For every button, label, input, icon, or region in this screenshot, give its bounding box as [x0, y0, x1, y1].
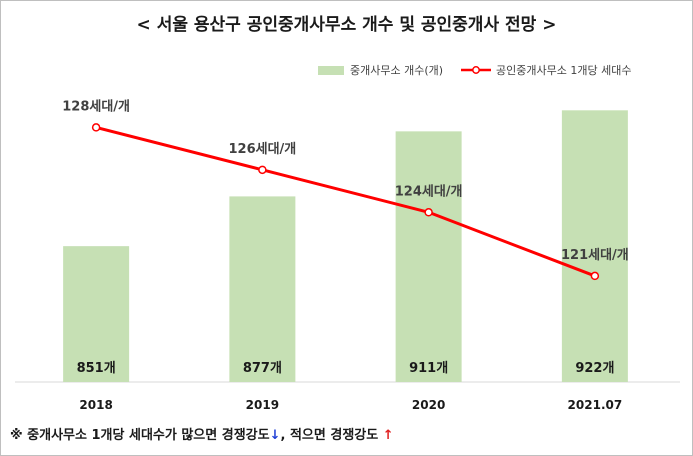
x-tick-label: 2020	[412, 398, 445, 412]
bar	[63, 246, 130, 382]
bar-data-label: 922개	[575, 361, 614, 376]
chart-title: < 서울 용산구 공인중개사무소 개수 및 공인중개사 전망 >	[136, 15, 557, 35]
line-point	[424, 208, 433, 217]
bar	[229, 196, 296, 382]
legend-line-label: 공인중개사무소 1개당 세대수	[496, 64, 632, 77]
footnote-middle: , 적으면 경쟁강도	[280, 428, 383, 443]
x-tick-label: 2019	[246, 398, 279, 412]
legend-bar-swatch	[318, 65, 344, 75]
line-point	[258, 165, 267, 175]
legend-item-line: 공인중개사무소 1개당 세대수	[461, 62, 631, 78]
legend: 중개사무소 개수(개) 공인중개사무소 1개당 세대수	[318, 62, 649, 78]
line-data-label: 124세대/개	[395, 184, 463, 199]
line-data-label: 126세대/개	[228, 142, 296, 157]
line-point	[91, 123, 101, 132]
x-tick-label: 2018	[79, 398, 112, 412]
x-tick-label: 2021.07	[568, 398, 623, 412]
line-point	[590, 271, 600, 281]
footnote-prefix: ※ 중개사무소 1개당 세대수가 많으면 경쟁강도	[10, 428, 270, 443]
bar	[395, 131, 462, 382]
legend-line-swatch	[461, 66, 492, 74]
bar-data-label: 877개	[243, 361, 282, 376]
footnote: ※ 중개사무소 1개당 세대수가 많으면 경쟁강도↓, 적으면 경쟁강도 ↑	[10, 424, 394, 443]
line-series	[95, 125, 596, 278]
legend-bar-label: 중개사무소 개수(개)	[350, 64, 444, 77]
bar	[561, 110, 628, 382]
bar-data-label: 851개	[77, 361, 116, 376]
arrow-up-icon: ↑	[382, 428, 394, 443]
line-data-label: 121세대/개	[561, 248, 629, 263]
arrow-down-icon: ↓	[269, 428, 281, 443]
bar-data-label: 911개	[409, 361, 448, 376]
legend-item-bar: 중개사무소 개수(개)	[318, 62, 443, 78]
line-data-label: 128세대/개	[62, 99, 130, 114]
